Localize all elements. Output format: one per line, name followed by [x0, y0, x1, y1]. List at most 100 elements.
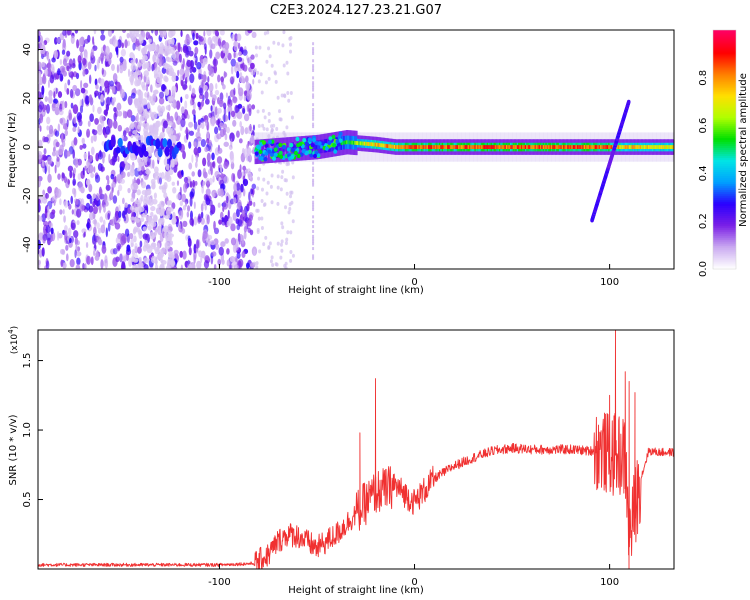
band-core [406, 145, 409, 150]
colorbar-step [713, 237, 736, 240]
noise-speckle [180, 96, 183, 103]
band-core [527, 145, 530, 150]
noise-speckle-light [170, 159, 175, 168]
noise-speckle-light [141, 84, 147, 91]
noise-speckle-faint [284, 205, 288, 210]
noise-speckle [241, 61, 245, 71]
band-core [466, 145, 469, 150]
noise-speckle [64, 129, 69, 137]
noise-speckle [239, 76, 245, 84]
band-core [604, 145, 607, 150]
band-core [365, 141, 368, 146]
band-core [458, 145, 461, 150]
noise-speckle [233, 182, 238, 192]
noise-speckle-light [157, 252, 164, 261]
band-core [651, 145, 654, 150]
band-core [456, 145, 459, 150]
noise-speckle-light [140, 135, 144, 143]
band-core [597, 145, 600, 150]
colorbar-step [713, 87, 736, 91]
colorbar-step [713, 75, 736, 79]
noise-speckle [162, 120, 168, 129]
colorbar-tick-label: 0.0 [698, 261, 709, 277]
noise-speckle [182, 250, 187, 260]
noise-speckle-faint [261, 108, 265, 113]
noise-speckle [99, 85, 102, 92]
noise-speckle [184, 201, 188, 207]
noise-speckle [205, 137, 210, 144]
noise-speckle [56, 231, 60, 241]
noise-speckle [184, 68, 190, 79]
noise-speckle [189, 196, 193, 207]
noise-speckle [41, 159, 45, 167]
noise-speckle-light [146, 146, 153, 154]
noise-speckle [44, 96, 48, 103]
noise-speckle [245, 262, 250, 269]
noise-speckle [195, 32, 199, 40]
band-core [403, 145, 406, 150]
noise-speckle [93, 166, 96, 173]
colorbar-step [713, 155, 736, 159]
noise-speckle-light [150, 242, 157, 248]
noise-speckle [200, 203, 204, 212]
band-core [459, 145, 462, 150]
noise-speckle-light [158, 209, 165, 216]
noise-speckle [66, 150, 71, 157]
band-blob [310, 142, 315, 148]
noise-speckle-faint [284, 178, 288, 183]
vertical-spike-cell [312, 173, 315, 177]
noise-speckle [218, 246, 224, 256]
noise-speckle [242, 165, 247, 171]
noise-speckle-light [143, 194, 148, 202]
noise-speckle [197, 101, 201, 108]
band-core [427, 145, 430, 150]
noise-speckle [122, 135, 128, 142]
noise-speckle-light [138, 36, 145, 41]
noise-speckle [237, 42, 241, 49]
noise-speckle-faint [270, 127, 274, 132]
band-core [370, 142, 373, 147]
band-core [358, 141, 361, 146]
noise-speckle [98, 203, 102, 214]
band-core [635, 145, 638, 150]
noise-speckle [121, 233, 127, 244]
noise-speckle [175, 100, 181, 110]
noise-speckle [184, 100, 188, 109]
colorbar-step [713, 227, 736, 230]
noise-speckle [181, 170, 184, 178]
colorbar-step [713, 225, 736, 228]
noise-speckle [230, 138, 233, 148]
noise-speckle [211, 251, 217, 257]
noise-speckle [119, 65, 124, 74]
colorbar-step [713, 215, 736, 218]
noise-speckle [105, 103, 110, 112]
band-core [346, 140, 349, 145]
band-core [529, 145, 532, 150]
noise-speckle [209, 49, 213, 59]
noise-speckle [99, 52, 105, 62]
noise-speckle-light [139, 115, 145, 122]
band-blob [309, 153, 314, 158]
noise-speckle [61, 133, 64, 143]
noise-speckle [191, 109, 196, 116]
band-core [475, 145, 478, 150]
noise-speckle [64, 82, 67, 93]
noise-speckle-light [133, 235, 137, 243]
noise-speckle [122, 110, 126, 119]
noise-speckle [62, 209, 65, 215]
colorbar-step [713, 197, 736, 200]
band-core [550, 145, 553, 150]
noise-speckle-light [171, 52, 177, 60]
noise-speckle [182, 45, 188, 54]
colorbar-step [713, 121, 736, 125]
colorbar-step [713, 61, 736, 65]
noise-speckle [193, 216, 198, 226]
noise-speckle [189, 98, 193, 107]
y-tick-label: 1.5 [22, 353, 33, 369]
noise-speckle [79, 45, 85, 53]
vertical-spike-cell [312, 95, 315, 99]
band-core [579, 145, 582, 150]
noise-speckle [38, 35, 41, 43]
noise-speckle [226, 220, 231, 227]
band-core [534, 145, 537, 150]
